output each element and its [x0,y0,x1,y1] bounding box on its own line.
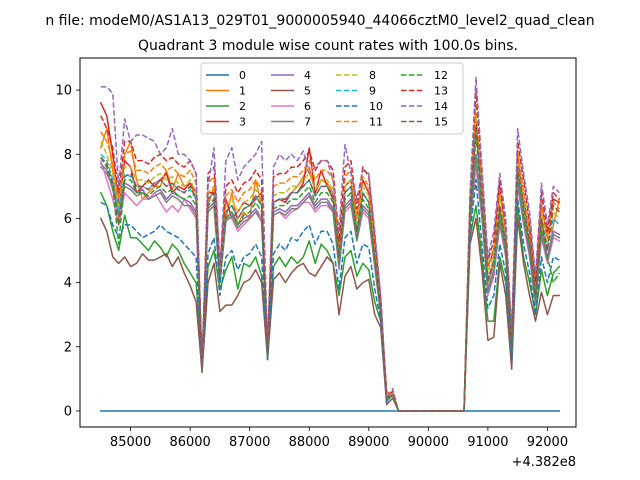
x-tick-label: 85000 [110,435,151,450]
legend-label: 1 [239,85,246,98]
legend-label: 10 [369,100,383,113]
series-line-13 [100,89,560,412]
plot-content [99,76,561,412]
legend-item-3[interactable]: 3 [206,116,246,129]
legend-item-8[interactable]: 8 [336,69,376,82]
legend-item-12[interactable]: 12 [401,69,448,82]
plot-frame [79,57,577,428]
legend-label: 6 [304,100,311,113]
legend-label: 11 [369,116,383,129]
series-line-11 [100,102,560,412]
legend-label: 4 [304,69,311,82]
y-axis: 0 2 4 6 8 10 [55,84,80,419]
legend-item-14[interactable]: 14 [401,100,448,113]
legend-label: 3 [239,116,246,129]
legend-item-10[interactable]: 10 [336,100,383,113]
x-axis: 85000 86000 87000 88000 89000 90000 91000 92000 [110,427,568,450]
legend-item-0[interactable]: 0 [206,69,246,82]
y-tick-label: 8 [64,148,72,163]
series-line-12 [100,134,560,412]
legend-item-9[interactable]: 9 [336,85,376,98]
x-tick-label: 86000 [169,435,210,450]
legend-label: 8 [369,69,376,82]
y-tick-label: 4 [64,276,72,291]
chart-title: Quadrant 3 module wise count rates with … [138,38,518,54]
legend-frame [200,62,464,135]
legend-label: 9 [369,85,376,98]
series-line-8 [100,115,560,412]
legend-item-4[interactable]: 4 [271,69,311,82]
legend-label: 13 [434,85,448,98]
series-line-15 [100,124,560,412]
legend-label: 2 [239,100,246,113]
x-tick-label: 92000 [527,435,568,450]
legend-item-2[interactable]: 2 [206,100,246,113]
x-tick-label: 88000 [289,435,330,450]
legend-label: 14 [434,100,448,113]
x-tick-label: 89000 [348,435,389,450]
legend-item-15[interactable]: 15 [401,116,448,129]
legend-label: 15 [434,116,448,129]
legend-item-7[interactable]: 7 [271,116,311,129]
x-tick-label: 91000 [467,435,508,450]
legend-label: 12 [434,69,448,82]
series-line-10 [100,179,560,412]
legend-item-6[interactable]: 6 [271,100,311,113]
y-tick-label: 2 [64,340,72,355]
x-tick-label: 87000 [229,435,270,450]
legend-label: 0 [239,69,246,82]
legend-label: 7 [304,116,311,129]
series-line-2 [99,191,561,412]
figure-suptitle: n file: modeM0/AS1A13_029T01_9000005940_… [45,13,594,29]
y-tick-label: 0 [64,404,72,419]
legend-item-1[interactable]: 1 [206,85,246,98]
legend-item-5[interactable]: 5 [271,85,311,98]
legend-item-13[interactable]: 13 [401,85,448,98]
x-offset-text: +4.382e8 [512,455,576,470]
series-line-5 [99,217,561,412]
y-tick-label: 6 [64,212,72,227]
legend-item-11[interactable]: 11 [336,116,383,129]
series-line-7 [99,156,561,412]
legend-label: 5 [304,85,311,98]
y-tick-label: 10 [55,84,72,99]
x-tick-label: 90000 [408,435,449,450]
